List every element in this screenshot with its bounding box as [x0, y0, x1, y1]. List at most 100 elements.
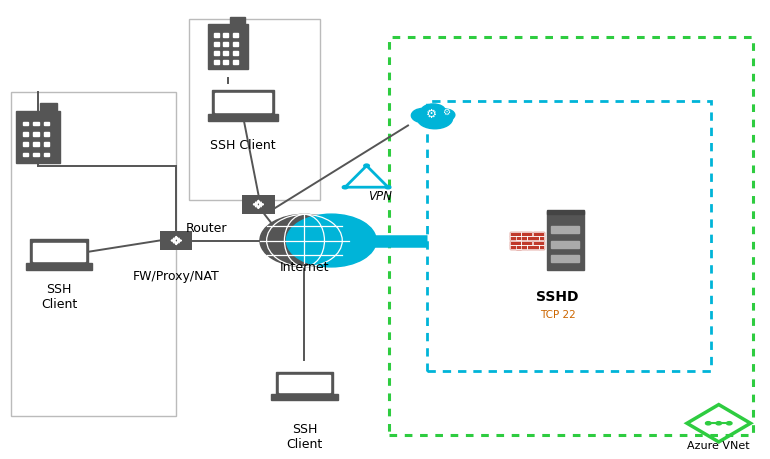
Bar	[213, 90, 274, 114]
Bar	[516, 236, 527, 241]
Bar	[510, 232, 521, 236]
Bar	[44, 153, 49, 157]
Bar	[44, 132, 49, 136]
Bar	[189, 19, 320, 200]
Bar	[233, 51, 238, 55]
Bar	[547, 210, 584, 214]
Bar	[30, 240, 88, 263]
Bar	[22, 122, 28, 125]
Circle shape	[434, 109, 455, 121]
Bar	[229, 17, 245, 42]
Bar	[510, 245, 521, 249]
Bar	[527, 245, 538, 249]
Bar	[243, 195, 275, 214]
Bar	[510, 241, 521, 245]
Bar	[533, 232, 544, 236]
Bar	[527, 236, 538, 241]
Circle shape	[286, 214, 377, 267]
Bar	[33, 132, 39, 136]
Bar	[33, 122, 39, 125]
Bar	[214, 61, 219, 64]
Text: TCP 22: TCP 22	[540, 310, 575, 320]
Circle shape	[421, 104, 446, 118]
Bar	[208, 114, 279, 121]
Bar	[223, 61, 228, 64]
Bar	[510, 236, 521, 241]
Bar	[516, 245, 527, 249]
Text: Router: Router	[186, 223, 228, 235]
Bar	[233, 42, 238, 45]
Bar	[33, 142, 39, 146]
Text: FW/Proxy/NAT: FW/Proxy/NAT	[133, 270, 219, 283]
Bar	[521, 232, 533, 236]
Text: Azure VNet: Azure VNet	[688, 441, 750, 451]
Bar	[510, 245, 521, 249]
Text: SSH Client: SSH Client	[210, 139, 276, 152]
Bar	[41, 103, 57, 132]
Bar	[551, 255, 579, 262]
Bar	[279, 375, 330, 392]
Bar	[22, 153, 28, 157]
Bar	[276, 372, 333, 394]
Text: SSH
Client: SSH Client	[286, 423, 323, 451]
Circle shape	[385, 185, 391, 189]
Bar	[214, 42, 219, 45]
Bar	[233, 61, 238, 64]
Bar	[551, 226, 579, 234]
Bar	[389, 38, 753, 435]
Circle shape	[705, 422, 711, 425]
Bar	[533, 241, 544, 245]
Bar	[216, 93, 271, 112]
Bar	[516, 236, 527, 241]
Bar	[516, 245, 527, 249]
Bar	[214, 34, 219, 37]
Bar	[223, 34, 228, 37]
Bar	[510, 241, 521, 245]
Bar	[547, 211, 584, 270]
Circle shape	[417, 108, 453, 129]
Bar	[551, 241, 579, 247]
Bar	[12, 92, 176, 416]
Bar	[214, 51, 219, 55]
Circle shape	[726, 422, 732, 425]
Bar	[26, 263, 92, 270]
Bar	[233, 34, 238, 37]
Bar	[44, 122, 49, 125]
Bar	[521, 241, 533, 245]
Bar	[223, 51, 228, 55]
Bar	[539, 236, 544, 241]
Bar	[427, 101, 711, 371]
Text: VPN: VPN	[368, 190, 392, 203]
Bar	[527, 245, 538, 249]
Bar	[22, 142, 28, 146]
Bar	[223, 42, 228, 45]
Bar	[44, 142, 49, 146]
Text: ⚙: ⚙	[425, 108, 437, 121]
Bar	[527, 236, 538, 241]
Bar	[22, 132, 28, 136]
Circle shape	[343, 185, 348, 189]
Bar	[510, 232, 521, 236]
Circle shape	[411, 108, 436, 123]
Bar	[521, 241, 533, 245]
Circle shape	[716, 422, 721, 425]
Circle shape	[363, 164, 370, 168]
Text: SSH
Client: SSH Client	[41, 283, 77, 311]
Bar	[16, 111, 61, 162]
Bar	[539, 245, 544, 249]
Text: Internet: Internet	[280, 261, 330, 274]
Bar	[33, 153, 39, 157]
Circle shape	[260, 214, 349, 267]
Bar	[208, 24, 248, 69]
Bar	[533, 241, 544, 245]
Bar	[533, 232, 544, 236]
Text: SSHD: SSHD	[537, 290, 579, 304]
Text: ⚙: ⚙	[442, 108, 450, 117]
Bar	[521, 232, 533, 236]
Bar	[539, 236, 544, 241]
Bar	[160, 231, 192, 250]
Bar	[539, 245, 544, 249]
Bar	[510, 236, 521, 241]
Bar	[271, 394, 337, 400]
Bar	[33, 243, 85, 261]
